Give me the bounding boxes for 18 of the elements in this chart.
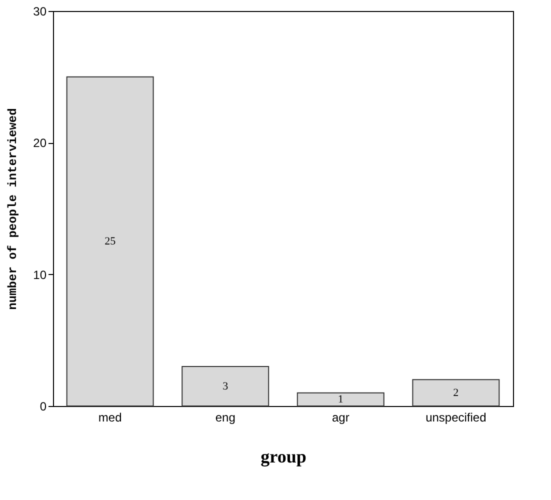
- bar: [412, 379, 500, 406]
- x-tick-label: med: [98, 410, 122, 424]
- x-tick-label: eng: [215, 410, 236, 424]
- data-label: 25: [104, 235, 116, 248]
- data-label: 3: [222, 380, 229, 392]
- y-tick-label: 10: [33, 268, 47, 282]
- bar: [66, 76, 154, 406]
- y-tick-label: 20: [33, 136, 47, 150]
- data-label: 2: [453, 386, 459, 399]
- bar: [296, 392, 384, 406]
- x-tick-label: agr: [332, 410, 350, 424]
- x-tick-label: unspecified: [426, 410, 486, 424]
- y-axis-title: number of people interviewed: [6, 108, 20, 310]
- y-tick-label: 30: [33, 4, 47, 18]
- data-label: 1: [338, 393, 344, 406]
- bar: [182, 366, 270, 406]
- y-tick-label: 0: [40, 400, 47, 414]
- x-axis-title: group: [260, 446, 306, 466]
